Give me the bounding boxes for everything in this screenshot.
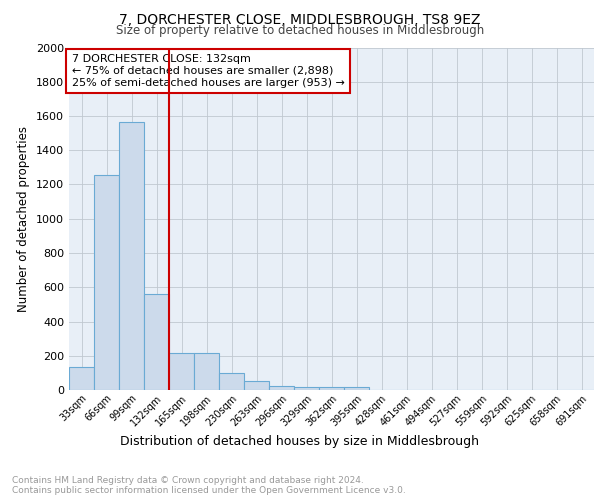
Bar xyxy=(119,122,144,390)
Bar xyxy=(94,176,119,390)
Text: 7, DORCHESTER CLOSE, MIDDLESBROUGH, TS8 9EZ: 7, DORCHESTER CLOSE, MIDDLESBROUGH, TS8 … xyxy=(119,12,481,26)
Y-axis label: Number of detached properties: Number of detached properties xyxy=(17,126,31,312)
Bar xyxy=(244,382,269,390)
Bar xyxy=(194,353,219,390)
Text: Size of property relative to detached houses in Middlesbrough: Size of property relative to detached ho… xyxy=(116,24,484,37)
Bar xyxy=(69,366,94,390)
Bar xyxy=(169,353,194,390)
Bar xyxy=(344,386,369,390)
Bar xyxy=(219,373,244,390)
Text: 7 DORCHESTER CLOSE: 132sqm
← 75% of detached houses are smaller (2,898)
25% of s: 7 DORCHESTER CLOSE: 132sqm ← 75% of deta… xyxy=(71,54,344,88)
Bar xyxy=(269,386,294,390)
Text: Contains HM Land Registry data © Crown copyright and database right 2024.
Contai: Contains HM Land Registry data © Crown c… xyxy=(12,476,406,495)
Bar xyxy=(294,386,319,390)
Bar xyxy=(319,386,344,390)
Text: Distribution of detached houses by size in Middlesbrough: Distribution of detached houses by size … xyxy=(121,435,479,448)
Bar xyxy=(144,294,169,390)
